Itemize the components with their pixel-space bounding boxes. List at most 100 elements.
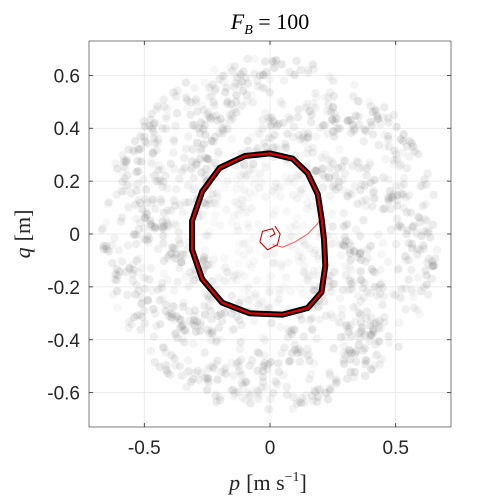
scatter-point bbox=[419, 283, 428, 292]
scatter-point bbox=[266, 120, 275, 129]
ticks: -0.5 0 0.5 0.6 0.4 0.2 0 -0.2 -0.4 -0.6 bbox=[47, 41, 451, 459]
scatter-point bbox=[340, 332, 350, 341]
scatter-point bbox=[397, 285, 406, 294]
scatter-point bbox=[289, 71, 298, 80]
scatter-point bbox=[133, 166, 143, 176]
scatter-point bbox=[303, 65, 313, 75]
scatter-point bbox=[154, 135, 163, 144]
scatter-point bbox=[294, 344, 303, 354]
scatter-point bbox=[345, 263, 354, 272]
scatter-point bbox=[424, 225, 433, 235]
scatter-point bbox=[274, 367, 284, 377]
scatter-point bbox=[268, 56, 277, 66]
scatter-point bbox=[339, 348, 348, 357]
scatter-point bbox=[167, 249, 176, 258]
scatter-point bbox=[352, 156, 361, 166]
scatter-point bbox=[303, 351, 312, 361]
scatter-point bbox=[203, 154, 212, 163]
scatter-point bbox=[320, 297, 329, 306]
y-tick-label: 0.2 bbox=[54, 172, 80, 193]
scatter-point bbox=[371, 268, 380, 277]
scatter-point bbox=[379, 173, 388, 182]
scatter-point bbox=[347, 189, 356, 199]
scatter-point bbox=[135, 311, 145, 320]
scatter-point bbox=[141, 213, 150, 223]
scatter-point bbox=[203, 373, 213, 382]
scatter-point bbox=[196, 318, 205, 327]
scatter-point bbox=[195, 129, 205, 138]
scatter-point bbox=[144, 275, 154, 284]
scatter-point bbox=[261, 159, 270, 168]
scatter-point bbox=[282, 142, 291, 151]
scatter-point bbox=[270, 248, 279, 258]
scatter-point bbox=[217, 367, 226, 377]
scatter-point bbox=[131, 200, 140, 210]
scatter-point bbox=[280, 139, 290, 149]
scatter-point bbox=[260, 351, 269, 360]
scatter-point bbox=[274, 119, 284, 129]
scatter-point bbox=[170, 315, 179, 325]
scatter-point bbox=[253, 366, 262, 375]
x-axis-variable: p bbox=[227, 470, 240, 495]
scatter-point bbox=[416, 217, 425, 227]
scatter-point bbox=[296, 347, 305, 356]
scatter-point bbox=[323, 107, 332, 116]
scatter-point bbox=[356, 275, 365, 285]
scatter-point bbox=[418, 181, 427, 191]
scatter-point bbox=[370, 282, 380, 292]
scatter-point bbox=[258, 124, 267, 133]
scatter-point bbox=[209, 98, 218, 107]
scatter-point bbox=[307, 201, 316, 211]
scatter-point bbox=[362, 171, 371, 180]
scatter-point bbox=[288, 404, 297, 414]
scatter-point bbox=[257, 178, 266, 187]
scatter-point bbox=[245, 165, 254, 174]
scatter-point bbox=[207, 315, 216, 324]
scatter-point bbox=[158, 294, 167, 303]
scatter-point bbox=[125, 181, 134, 191]
scatter-point bbox=[176, 258, 186, 267]
scatter-point bbox=[175, 362, 185, 371]
scatter-point bbox=[258, 366, 268, 376]
scatter-point bbox=[180, 153, 189, 163]
scatter-point bbox=[203, 325, 212, 334]
scatter-point bbox=[419, 227, 428, 236]
scatter-point bbox=[377, 250, 386, 259]
scatter-point bbox=[144, 234, 154, 243]
scatter-point bbox=[225, 110, 234, 119]
scatter-point bbox=[260, 108, 270, 118]
scatter-point bbox=[366, 178, 375, 187]
scatter-point bbox=[242, 91, 252, 100]
scatter-point bbox=[254, 219, 263, 229]
scatter-point bbox=[328, 209, 337, 219]
scatter-point bbox=[409, 221, 418, 231]
scatter-point bbox=[203, 154, 213, 164]
scatter-point bbox=[163, 361, 172, 370]
scatter-point bbox=[375, 289, 385, 298]
scatter-point bbox=[287, 232, 296, 241]
scatter-point bbox=[398, 148, 407, 157]
scatter-point bbox=[215, 129, 224, 138]
scatter-point bbox=[112, 264, 122, 274]
scatter-point bbox=[157, 283, 166, 293]
scatter-point bbox=[332, 379, 341, 388]
scatter-point bbox=[269, 388, 278, 398]
scatter-point bbox=[334, 177, 344, 187]
scatter-point bbox=[379, 292, 389, 301]
scatter-point bbox=[399, 203, 408, 212]
scatter-point bbox=[328, 127, 338, 136]
scatter-point bbox=[134, 268, 143, 277]
scatter-point bbox=[157, 279, 167, 288]
scatter-point bbox=[269, 259, 278, 268]
scatter-point bbox=[409, 303, 419, 312]
scatter-point bbox=[166, 206, 176, 216]
scatter-point bbox=[192, 123, 201, 133]
scatter-point bbox=[138, 234, 147, 244]
scatter-point bbox=[325, 174, 334, 183]
scatter-point bbox=[266, 272, 276, 281]
scatter-point bbox=[214, 147, 223, 156]
scatter-point bbox=[186, 98, 196, 107]
scatter-point bbox=[260, 358, 269, 368]
scatter-point bbox=[188, 145, 198, 154]
scatter-point bbox=[389, 110, 399, 120]
